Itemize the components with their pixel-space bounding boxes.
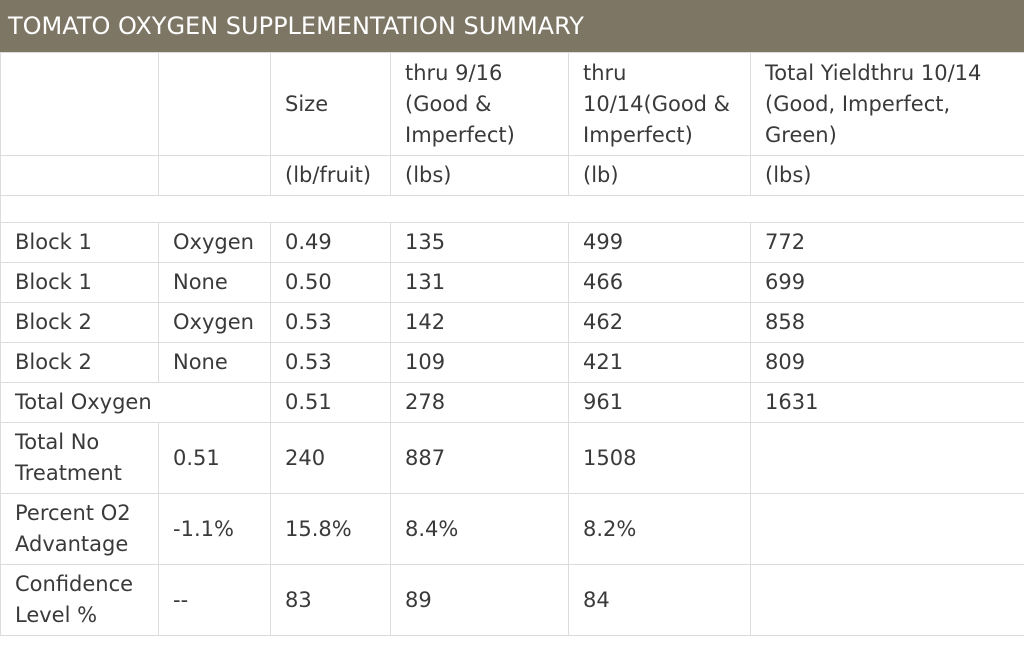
- treatment-cell: Oxygen: [158, 222, 271, 263]
- total-yield-cell: 809: [750, 342, 1024, 383]
- spacer-row: [0, 195, 1024, 223]
- table-row: Block 2 Oxygen 0.53 142 462 858: [0, 302, 1024, 343]
- spacer-cell: [0, 195, 1024, 223]
- total-yield-cell: 699: [750, 262, 1024, 303]
- thru-10-14-cell: 466: [568, 262, 751, 303]
- value-cell: 84: [568, 564, 751, 636]
- confidence-row: Confidence Level % -- 83 89 84: [0, 564, 1024, 636]
- thru-9-16-cell: 278: [390, 382, 569, 423]
- header-empty-cell: [0, 52, 159, 156]
- block-cell: Block 2: [0, 302, 159, 343]
- total-oxygen-label: Total Oxygen: [0, 382, 271, 423]
- table-row: Block 2 None 0.53 109 421 809: [0, 342, 1024, 383]
- size-cell: 0.51: [270, 382, 391, 423]
- block-cell: Block 2: [0, 342, 159, 383]
- header-empty-cell: [158, 52, 271, 156]
- value-cell: -1.1%: [158, 493, 271, 565]
- total-oxygen-row: Total Oxygen 0.51 278 961 1631: [0, 382, 1024, 423]
- size-cell: 0.50: [270, 262, 391, 303]
- value-cell: 89: [390, 564, 569, 636]
- unit-thru-10-14: (lb): [568, 155, 751, 196]
- unit-size: (lb/fruit): [270, 155, 391, 196]
- value-cell: --: [158, 564, 271, 636]
- treatment-cell: None: [158, 262, 271, 303]
- table-row: Block 1 None 0.50 131 466 699: [0, 262, 1024, 303]
- treatment-cell: Oxygen: [158, 302, 271, 343]
- value-cell: 15.8%: [270, 493, 391, 565]
- total-yield-cell: 858: [750, 302, 1024, 343]
- block-cell: Block 1: [0, 262, 159, 303]
- thru-9-16-cell: 142: [390, 302, 569, 343]
- unit-thru-9-16: (lbs): [390, 155, 569, 196]
- units-empty-cell: [158, 155, 271, 196]
- units-row: (lb/fruit) (lbs) (lb) (lbs): [0, 155, 1024, 196]
- total-no-treatment-label: Total No Treatment: [0, 422, 159, 494]
- size-cell: 0.53: [270, 302, 391, 343]
- summary-table: Size thru 9/16 (Good & Imperfect) thru 1…: [0, 52, 1024, 636]
- thru-10-14-cell: 961: [568, 382, 751, 423]
- confidence-label: Confidence Level %: [0, 564, 159, 636]
- value-cell: 0.51: [158, 422, 271, 494]
- thru-9-16-cell: 135: [390, 222, 569, 263]
- thru-9-16-cell: 109: [390, 342, 569, 383]
- value-cell: 8.4%: [390, 493, 569, 565]
- unit-total-yield: (lbs): [750, 155, 1024, 196]
- table-row: Block 1 Oxygen 0.49 135 499 772: [0, 222, 1024, 263]
- block-cell: Block 1: [0, 222, 159, 263]
- empty-cell: [750, 493, 1024, 565]
- value-cell: 240: [270, 422, 391, 494]
- value-cell: 1508: [568, 422, 751, 494]
- total-no-treatment-row: Total No Treatment 0.51 240 887 1508: [0, 422, 1024, 494]
- thru-10-14-cell: 499: [568, 222, 751, 263]
- empty-cell: [750, 564, 1024, 636]
- treatment-cell: None: [158, 342, 271, 383]
- thru-9-16-cell: 131: [390, 262, 569, 303]
- percent-o2-label: Percent O2 Advantage: [0, 493, 159, 565]
- percent-o2-row: Percent O2 Advantage -1.1% 15.8% 8.4% 8.…: [0, 493, 1024, 565]
- header-thru-10-14: thru 10/14(Good & Imperfect): [568, 52, 751, 156]
- value-cell: 83: [270, 564, 391, 636]
- header-row: Size thru 9/16 (Good & Imperfect) thru 1…: [0, 52, 1024, 156]
- empty-cell: [750, 422, 1024, 494]
- value-cell: 887: [390, 422, 569, 494]
- units-empty-cell: [0, 155, 159, 196]
- total-yield-cell: 1631: [750, 382, 1024, 423]
- thru-10-14-cell: 421: [568, 342, 751, 383]
- table-title: TOMATO OXYGEN SUPPLEMENTATION SUMMARY: [0, 0, 1024, 52]
- size-cell: 0.53: [270, 342, 391, 383]
- header-thru-9-16: thru 9/16 (Good & Imperfect): [390, 52, 569, 156]
- header-size: Size: [270, 52, 391, 156]
- header-total-yield: Total Yieldthru 10/14 (Good, Imperfect, …: [750, 52, 1024, 156]
- size-cell: 0.49: [270, 222, 391, 263]
- total-yield-cell: 772: [750, 222, 1024, 263]
- value-cell: 8.2%: [568, 493, 751, 565]
- thru-10-14-cell: 462: [568, 302, 751, 343]
